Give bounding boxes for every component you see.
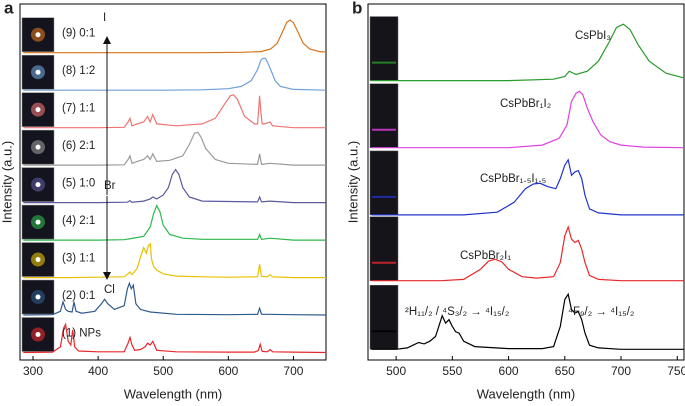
x-tick-label: 700 (283, 364, 303, 378)
y-axis-label: Intensity (a.u.) (0, 141, 14, 223)
inset-spot (35, 294, 41, 300)
spectrum-line (23, 19, 327, 54)
inset-spot (35, 182, 41, 188)
x-axis-label: Wavelength (nm) (124, 386, 223, 401)
inset-photo (369, 216, 399, 281)
series-label: (4) 2:1 (62, 215, 95, 227)
annotation: ²H₁₁/₂ / ⁴S₃/₂ → ⁴I₁₅/₂ (405, 306, 509, 318)
series-label: CsPbBr₂I₁ (460, 250, 511, 262)
inset-photo (369, 16, 399, 81)
panel-label: a (4, 0, 14, 17)
inset-spot (35, 32, 41, 38)
x-tick-label: 500 (153, 364, 173, 378)
series-label: CsPbI₃ (575, 30, 611, 42)
x-tick-label: 600 (499, 364, 519, 378)
inset-photo (369, 83, 399, 148)
spectrum-line (371, 292, 684, 350)
x-tick-label: 750 (667, 364, 685, 378)
x-tick-label: 550 (442, 364, 462, 378)
inset-spot (35, 107, 41, 113)
spectrum-line (371, 90, 685, 149)
x-tick-label: 500 (386, 364, 406, 378)
spectrum-line (23, 168, 326, 204)
inset-photo (369, 150, 399, 216)
inset-spot (35, 332, 41, 338)
plot-frame (367, 3, 685, 361)
series-label: (3) 1:1 (62, 253, 95, 265)
series-label: CsPbBr₁.₅I₁.₅ (480, 173, 547, 185)
spectrum-line (371, 23, 685, 82)
series-label: (1) NPs (62, 328, 101, 340)
spectrum-line (23, 242, 326, 279)
annotation: ⁴F₉/₂ → ⁴I₁₅/₂ (568, 306, 634, 318)
inset-spot (35, 219, 41, 225)
inset-photo (369, 285, 399, 350)
x-tick-label: 600 (218, 364, 238, 378)
series-label: (9) 0:1 (62, 28, 95, 40)
spectrum-line (23, 131, 326, 166)
panel-label: b (352, 0, 362, 17)
spectrum-line (23, 57, 327, 91)
series-label: (7) 1:1 (62, 103, 95, 115)
annotation: Cl (104, 284, 115, 296)
x-tick-label: 650 (555, 364, 575, 378)
y-axis-label: Intensity (a.u.) (345, 141, 360, 223)
x-tick-label: 700 (611, 364, 631, 378)
x-axis-label: Wavelength (nm) (477, 386, 576, 401)
series-label: CsPbBr₁I₂ (500, 98, 551, 110)
inset-spot (35, 144, 41, 150)
spectrum-line (23, 93, 326, 129)
x-tick-label: 300 (23, 364, 43, 378)
annotation: I (103, 12, 106, 24)
series-label: (8) 1:2 (62, 65, 95, 77)
spectrum-line (23, 322, 327, 354)
series-label: (6) 2:1 (62, 140, 95, 152)
spectrum-line (23, 204, 326, 241)
spectrum-line (371, 225, 684, 282)
inset-spot (35, 257, 41, 263)
spectrum-line (23, 281, 327, 316)
series-label: (5) 1:0 (62, 178, 95, 190)
plot-frame (19, 3, 327, 361)
x-tick-label: 400 (88, 364, 108, 378)
inset-spot (35, 69, 41, 75)
annotation: Br (104, 180, 116, 192)
inset-photo (21, 279, 55, 315)
spectrum-line (371, 158, 684, 216)
series-label: (2) 0:1 (62, 290, 95, 302)
